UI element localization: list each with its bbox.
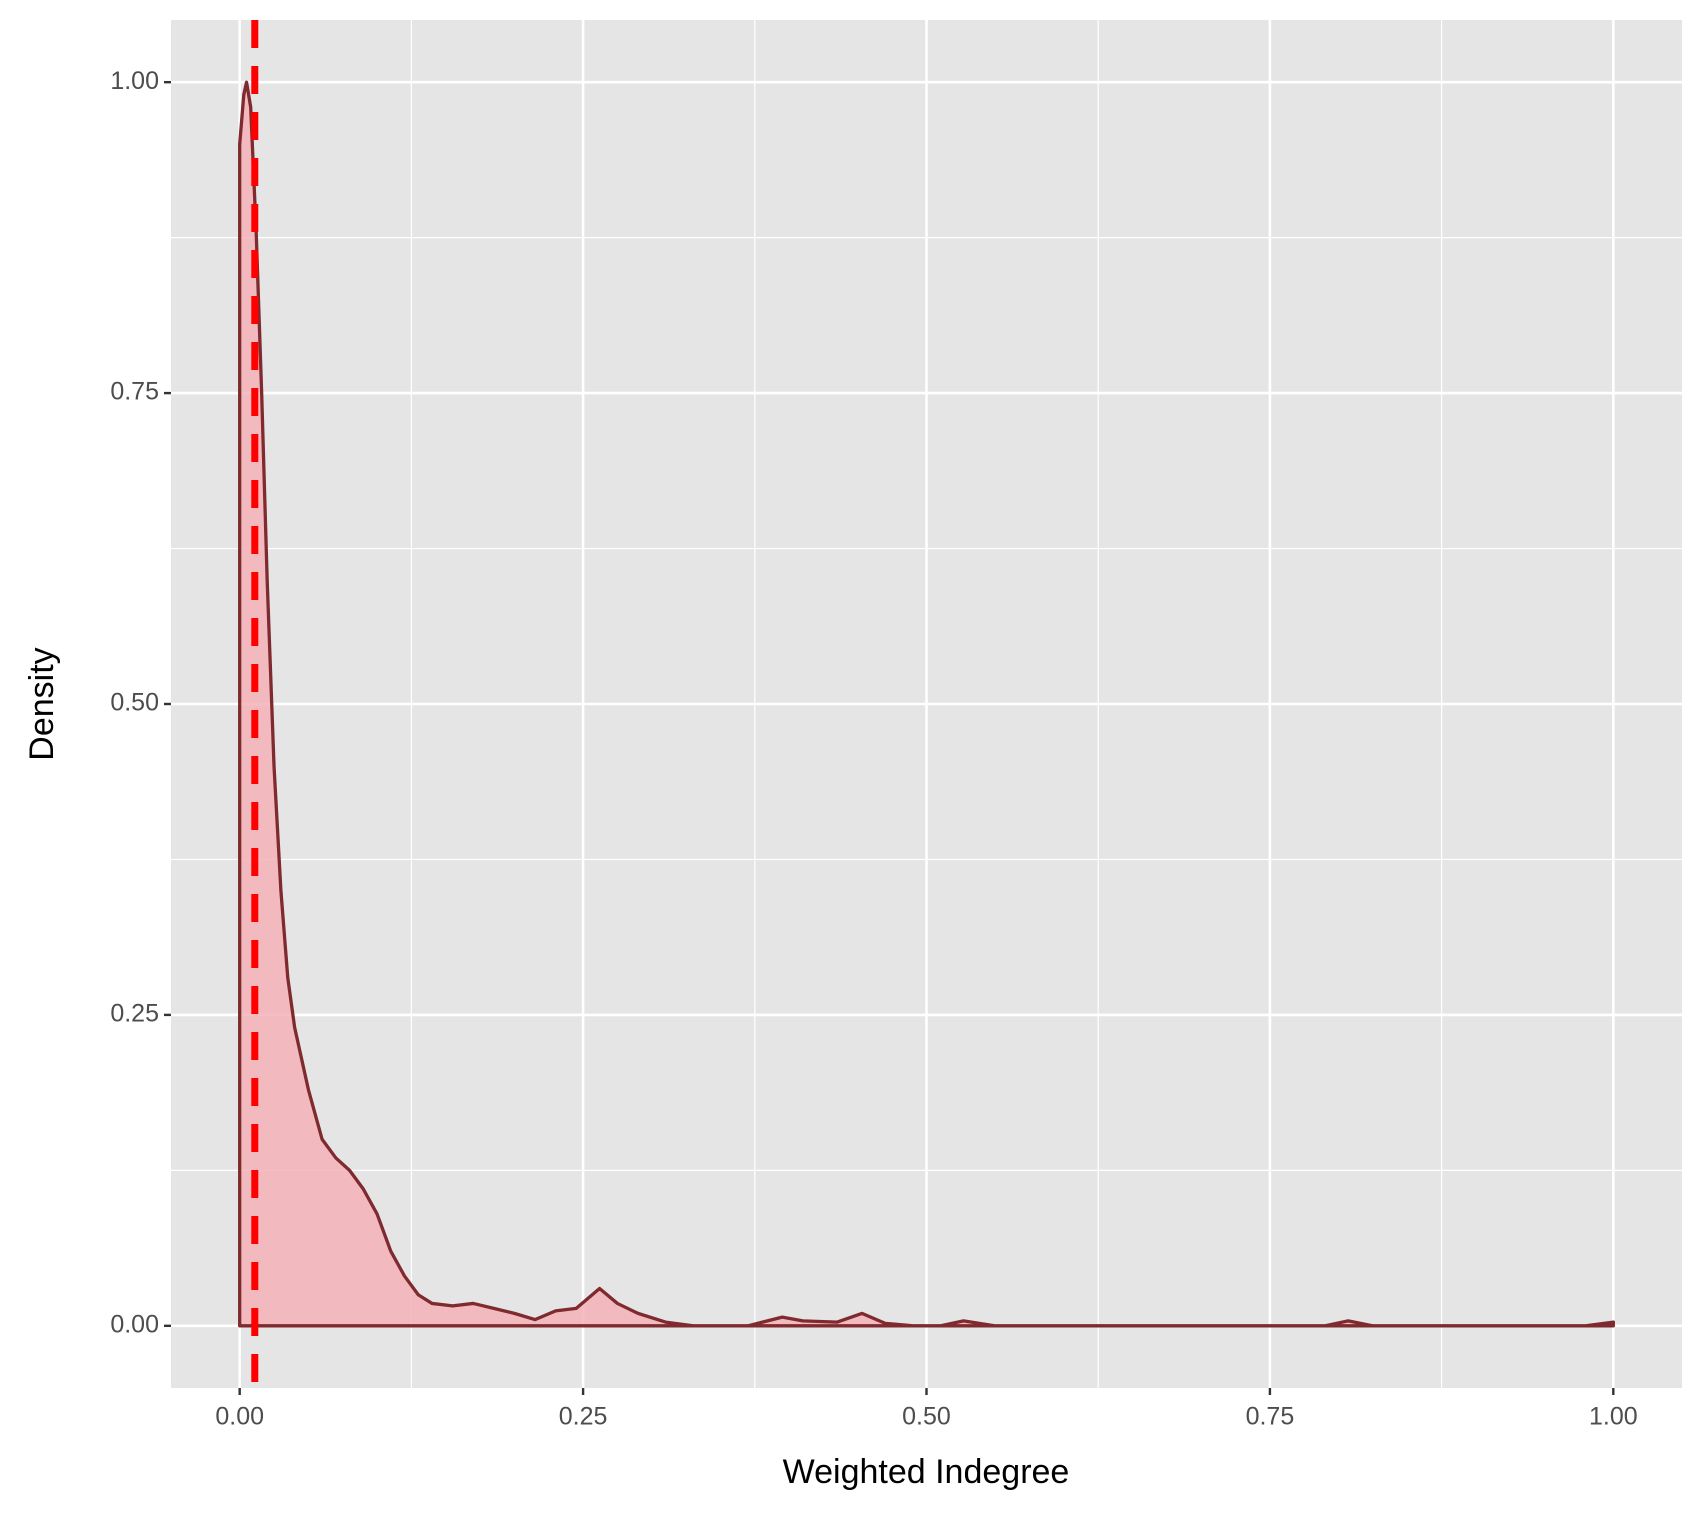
marks bbox=[238, 20, 1615, 1388]
y-tick-label: 0.00 bbox=[110, 1310, 159, 1338]
y-tick-label: 0.25 bbox=[110, 1000, 159, 1028]
y-tick-label: 1.00 bbox=[110, 67, 159, 95]
y-tick-label: 0.50 bbox=[110, 689, 159, 717]
y-axis-title: Density bbox=[23, 647, 61, 760]
x-tick-label: 0.75 bbox=[1246, 1403, 1295, 1431]
x-tick-label: 0.25 bbox=[559, 1403, 608, 1431]
x-tick-label: 0.50 bbox=[902, 1403, 951, 1431]
x-tick-label: 1.00 bbox=[1589, 1403, 1638, 1431]
x-tick-label: 0.00 bbox=[215, 1403, 264, 1431]
x-axis-title: Weighted Indegree bbox=[783, 1453, 1070, 1491]
y-tick-label: 0.75 bbox=[110, 378, 159, 406]
axes: 0.00 0.25 0.50 0.75 1.00 0.00 0.25 0.50 0.75 1.00 bbox=[110, 67, 1637, 1431]
density-area bbox=[238, 80, 1615, 1328]
